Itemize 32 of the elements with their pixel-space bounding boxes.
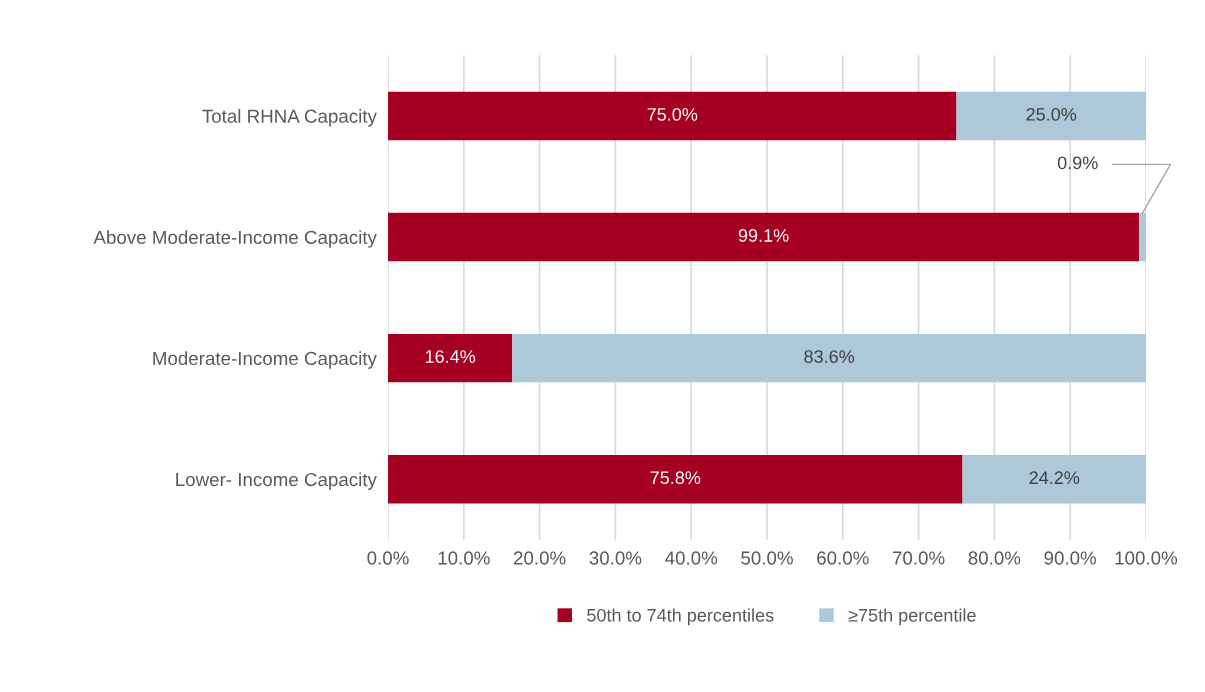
legend-label: 50th to 74th percentiles <box>587 608 774 626</box>
x-tick-label: 80.0% <box>968 551 1021 565</box>
data-label: 25.0% <box>1026 107 1077 121</box>
data-label: 0.9% <box>1057 156 1098 170</box>
x-tick-label: 20.0% <box>513 551 566 565</box>
data-label: 16.4% <box>425 350 476 363</box>
bar <box>956 91 1146 141</box>
data-label: 83.6% <box>804 350 855 363</box>
data-label: 99.1% <box>738 229 789 242</box>
bar <box>512 333 1146 383</box>
data-label: 75.0% <box>647 107 698 121</box>
x-tick-label: 50.0% <box>741 551 793 565</box>
legend-label: ≥75th percentile <box>848 608 976 626</box>
x-tick-label: 90.0% <box>1044 551 1097 565</box>
data-label: 75.8% <box>650 471 701 485</box>
bar <box>388 454 963 504</box>
data-label: 24.2% <box>1029 471 1080 484</box>
y-tick-label: Total RHNA Capacity <box>202 109 377 127</box>
y-tick-label: Above Moderate-Income Capacity <box>93 230 377 248</box>
bar <box>388 212 1140 262</box>
bar <box>388 91 957 141</box>
x-tick-label: 60.0% <box>817 551 869 565</box>
y-tick-label: Lower- Income Capacity <box>176 472 377 490</box>
bar <box>388 333 513 383</box>
x-tick-label: 10.0% <box>438 551 490 565</box>
x-tick-label: 70.0% <box>892 551 945 565</box>
x-tick-label: 0.0% <box>367 551 409 565</box>
bar <box>962 454 1146 504</box>
x-tick-label: 100.0% <box>1115 551 1178 565</box>
x-tick-label: 40.0% <box>665 551 718 565</box>
y-tick-label: Moderate-Income Capacity <box>153 351 377 369</box>
x-tick-label: 30.0% <box>589 551 642 565</box>
